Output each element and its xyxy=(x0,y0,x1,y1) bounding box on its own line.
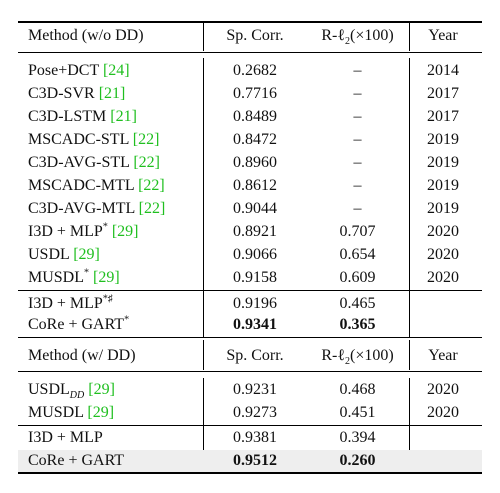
table1-header-corr: Sp. Corr. xyxy=(226,27,284,44)
table2-divider-1 xyxy=(203,340,204,370)
table1-ours-rule xyxy=(18,290,482,291)
table1-header-rl2: R-ℓ2(×100) xyxy=(321,27,394,48)
table2-bottom-rule xyxy=(18,472,482,474)
table2-divider-2 xyxy=(409,378,410,472)
table1-divider-1 xyxy=(203,22,204,51)
table1-divider-2 xyxy=(409,58,410,337)
table1-bottom-rule xyxy=(18,337,482,338)
highlight-row-background xyxy=(18,450,482,472)
table2-header-rl2: R-ℓ2(×100) xyxy=(321,347,394,368)
table1-divider-1 xyxy=(203,58,204,337)
table1-header-year: Year xyxy=(428,27,458,44)
table1-divider-2 xyxy=(409,22,410,51)
table1-header-rule xyxy=(18,52,482,53)
table2-header-rule xyxy=(18,371,482,372)
table1-top-rule xyxy=(18,21,482,23)
table2-divider-2 xyxy=(409,340,410,370)
table2-ours-rule xyxy=(18,425,482,426)
table2-divider-1 xyxy=(203,378,204,472)
table1-header-method: Method (w/o DD) xyxy=(28,27,144,44)
table2-header-corr: Sp. Corr. xyxy=(226,347,284,364)
table2-header-method: Method (w/ DD) xyxy=(28,347,136,364)
table2-header-year: Year xyxy=(428,347,458,364)
